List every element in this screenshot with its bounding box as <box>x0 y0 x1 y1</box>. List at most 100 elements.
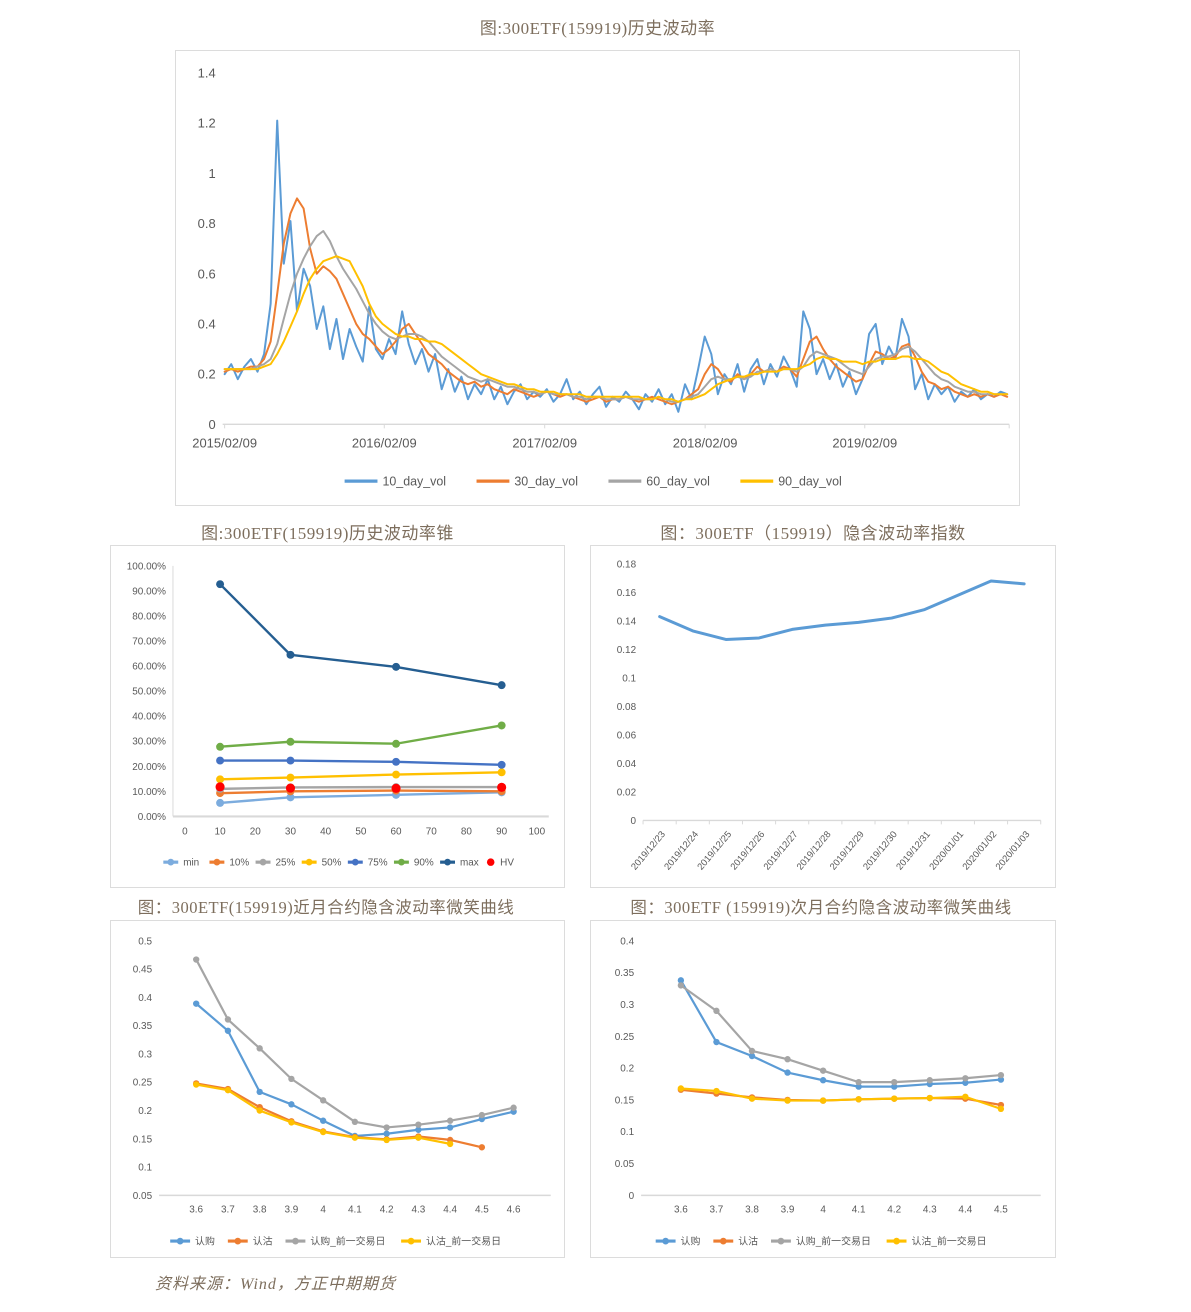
svg-text:0.35: 0.35 <box>615 968 635 979</box>
hist-vol-chart: 0 0.2 0.4 0.6 0.8 1 1.2 1.4 2015/02/09 2016/02/09… <box>175 50 1020 506</box>
svg-text:认购_前一交易日: 认购_前一交易日 <box>796 1235 871 1248</box>
hist-vol-canvas: 0 0.2 0.4 0.6 0.8 1 1.2 1.4 2015/02/09 2016/02/09… <box>192 65 1010 489</box>
iv-index-canvas: 00.020.040.060.080.10.120.140.160.182019… <box>617 559 1042 872</box>
svg-text:50%: 50% <box>322 858 342 869</box>
svg-text:HV: HV <box>500 858 514 869</box>
svg-text:0.2: 0.2 <box>138 1106 152 1117</box>
svg-text:0.14: 0.14 <box>617 616 637 627</box>
svg-text:25%: 25% <box>275 858 295 869</box>
svg-text:0: 0 <box>182 826 188 837</box>
smile-next-chart: 0 0.05 0.1 0.15 0.2 0.25 0.3 0.35 0.4 3.6 3.7 3.8 3.… <box>590 920 1056 1258</box>
svg-text:认沽: 认沽 <box>738 1235 758 1248</box>
svg-text:2015/02/09: 2015/02/09 <box>192 435 257 450</box>
svg-text:75%: 75% <box>368 858 388 869</box>
svg-text:3.6: 3.6 <box>189 1204 203 1215</box>
svg-text:0: 0 <box>629 1191 635 1202</box>
svg-text:0.2: 0.2 <box>198 367 216 382</box>
svg-text:2018/02/09: 2018/02/09 <box>673 435 738 450</box>
svg-text:4.4: 4.4 <box>443 1204 457 1215</box>
svg-text:3.6: 3.6 <box>674 1204 688 1215</box>
svg-text:60_day_vol: 60_day_vol <box>646 475 710 489</box>
svg-text:40.00%: 40.00% <box>132 712 166 723</box>
svg-text:40: 40 <box>320 826 332 837</box>
source-note: 资料来源：Wind，方正中期期货 <box>155 1276 396 1293</box>
svg-text:0.05: 0.05 <box>615 1159 635 1170</box>
svg-text:30_day_vol: 30_day_vol <box>514 475 578 489</box>
svg-text:0.15: 0.15 <box>615 1095 635 1106</box>
svg-text:0.6: 0.6 <box>198 266 216 281</box>
svg-text:0: 0 <box>631 816 637 827</box>
svg-text:0.4: 0.4 <box>620 936 634 947</box>
svg-text:0.25: 0.25 <box>615 1032 635 1043</box>
svg-text:0.1: 0.1 <box>622 673 636 684</box>
svg-text:4.5: 4.5 <box>475 1204 489 1215</box>
svg-text:0.35: 0.35 <box>133 1021 153 1032</box>
svg-text:60: 60 <box>391 826 403 837</box>
smile-next-canvas: 0 0.05 0.1 0.15 0.2 0.25 0.3 0.35 0.4 3.6 3.7 3.8 3.… <box>615 936 1041 1248</box>
svg-text:1.4: 1.4 <box>198 65 216 80</box>
svg-text:4: 4 <box>820 1204 826 1215</box>
svg-text:4.4: 4.4 <box>958 1204 972 1215</box>
svg-text:0.15: 0.15 <box>133 1134 153 1145</box>
smile-next-title: 图：300ETF (159919)次月合约隐含波动率微笑曲线 <box>630 898 1012 917</box>
svg-text:4: 4 <box>320 1204 326 1215</box>
svg-text:0.25: 0.25 <box>133 1078 153 1089</box>
svg-text:认沽: 认沽 <box>253 1235 273 1248</box>
vol-cone-canvas: 0.00% 10.00% 20.00% 30.00% 40.00% 50.00% 60.00… <box>127 561 549 869</box>
svg-text:3.8: 3.8 <box>253 1204 267 1215</box>
svg-text:100.00%: 100.00% <box>127 561 166 572</box>
svg-text:0.18: 0.18 <box>617 559 637 570</box>
svg-text:90.00%: 90.00% <box>132 586 166 597</box>
svg-text:2017/02/09: 2017/02/09 <box>512 435 577 450</box>
vol-cone-chart: 0.00% 10.00% 20.00% 30.00% 40.00% 50.00% 60.00… <box>110 545 565 888</box>
svg-text:3.9: 3.9 <box>781 1204 795 1215</box>
svg-text:认购: 认购 <box>195 1235 215 1248</box>
svg-text:4.1: 4.1 <box>348 1204 362 1215</box>
svg-text:0.02: 0.02 <box>617 787 637 798</box>
svg-text:0.3: 0.3 <box>138 1049 152 1060</box>
svg-text:min: min <box>183 858 199 869</box>
svg-text:0.12: 0.12 <box>617 645 637 656</box>
hist-vol-title: 图:300ETF(159919)历史波动率 <box>479 19 716 38</box>
svg-text:70.00%: 70.00% <box>132 637 166 648</box>
svg-text:0.45: 0.45 <box>133 965 153 976</box>
svg-text:0.1: 0.1 <box>620 1127 634 1138</box>
svg-text:4.6: 4.6 <box>507 1204 521 1215</box>
svg-text:4.1: 4.1 <box>852 1204 866 1215</box>
svg-text:4.3: 4.3 <box>923 1204 937 1215</box>
svg-text:90: 90 <box>496 826 508 837</box>
svg-text:4.2: 4.2 <box>380 1204 394 1215</box>
iv-index-title: 图：300ETF（159919）隐含波动率指数 <box>660 524 966 543</box>
svg-text:认购_前一交易日: 认购_前一交易日 <box>310 1235 385 1248</box>
svg-text:20: 20 <box>250 826 262 837</box>
svg-text:2020/01/03: 2020/01/03 <box>994 829 1033 872</box>
svg-text:3.7: 3.7 <box>221 1204 235 1215</box>
svg-text:3.7: 3.7 <box>710 1204 724 1215</box>
svg-text:4.3: 4.3 <box>411 1204 425 1215</box>
svg-text:0.4: 0.4 <box>138 993 152 1004</box>
svg-text:50: 50 <box>355 826 367 837</box>
svg-text:1: 1 <box>208 166 215 181</box>
svg-text:0.8: 0.8 <box>198 216 216 231</box>
svg-text:认沽_前一交易日: 认沽_前一交易日 <box>426 1235 501 1248</box>
svg-text:20.00%: 20.00% <box>132 762 166 773</box>
svg-text:0.5: 0.5 <box>138 936 152 947</box>
svg-text:10%: 10% <box>229 858 249 869</box>
svg-text:0.16: 0.16 <box>617 588 637 599</box>
svg-text:30: 30 <box>285 826 297 837</box>
svg-text:0: 0 <box>208 417 215 432</box>
svg-text:3.8: 3.8 <box>745 1204 759 1215</box>
svg-text:10.00%: 10.00% <box>132 787 166 798</box>
svg-text:2016/02/09: 2016/02/09 <box>352 435 417 450</box>
svg-text:60.00%: 60.00% <box>132 662 166 673</box>
svg-text:2019/02/09: 2019/02/09 <box>832 435 897 450</box>
svg-text:50.00%: 50.00% <box>132 687 166 698</box>
svg-text:10: 10 <box>215 826 227 837</box>
svg-text:0.00%: 0.00% <box>138 812 166 823</box>
svg-text:90%: 90% <box>414 858 434 869</box>
iv-index-chart: 0 0.02 0.04 0.06 0.08 0.1 0.12 0.14 0.16 0.18 2019… <box>590 545 1056 888</box>
svg-text:80.00%: 80.00% <box>132 611 166 622</box>
vol-cone-title: 图:300ETF(159919)历史波动率锥 <box>201 524 454 543</box>
svg-text:0.06: 0.06 <box>617 730 637 741</box>
